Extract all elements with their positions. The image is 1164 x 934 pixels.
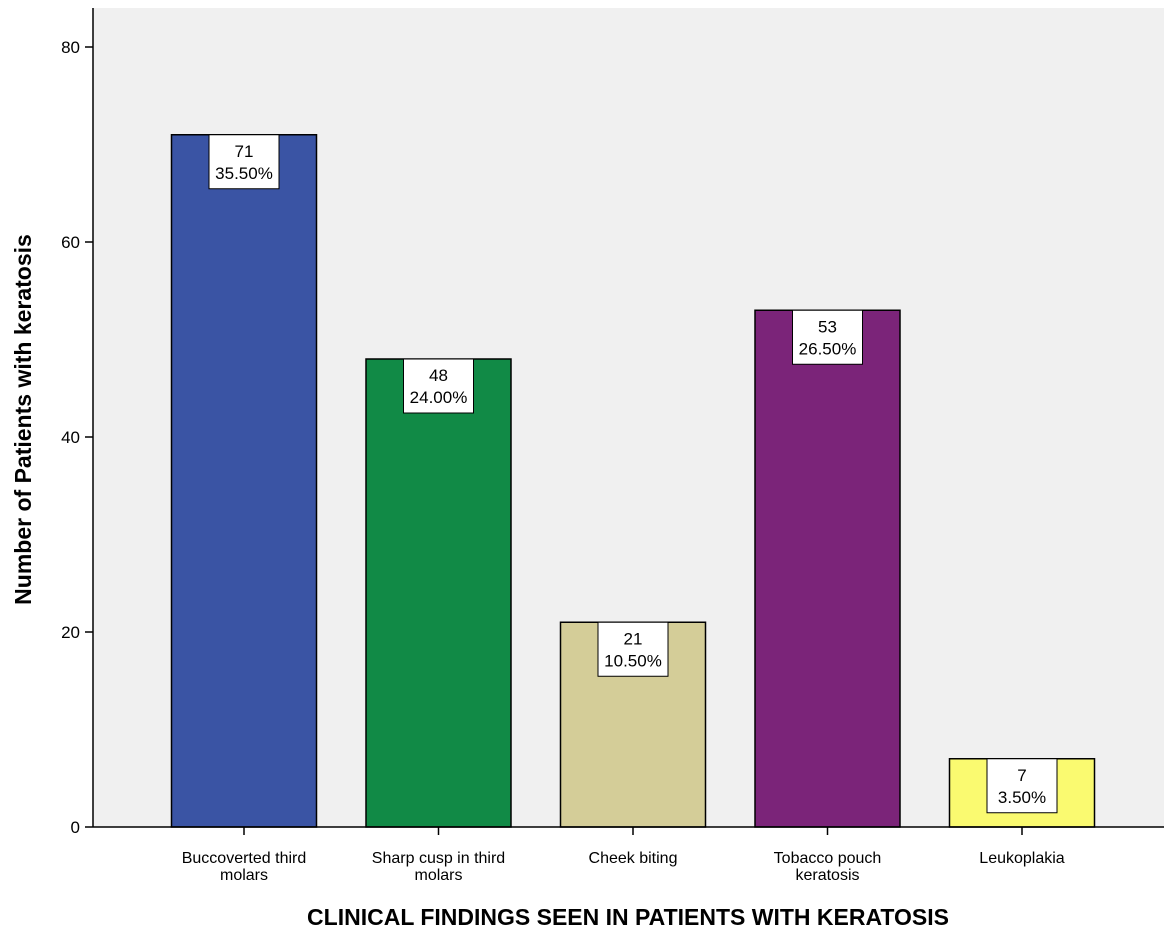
data-label-count: 21 [624, 629, 643, 648]
data-label-count: 48 [429, 366, 448, 385]
x-tick-label: Sharp cusp in third [372, 850, 505, 867]
data-label-percent: 26.50% [799, 339, 857, 358]
data-label-percent: 24.00% [410, 388, 468, 407]
y-tick-label: 40 [61, 428, 80, 447]
x-tick-label: molars [220, 867, 268, 884]
bar [365, 358, 512, 828]
data-label-percent: 3.50% [998, 788, 1046, 807]
bar [754, 309, 901, 828]
y-tick-label: 0 [71, 818, 80, 837]
data-label-box [986, 758, 1058, 814]
x-axis-title: CLINICAL FINDINGS SEEN IN PATIENTS WITH … [307, 904, 949, 930]
x-tick-label: keratosis [795, 867, 859, 884]
data-label-box [792, 309, 863, 365]
x-tick-label: Tobacco pouch [774, 850, 882, 867]
data-label-count: 71 [235, 142, 254, 161]
bar [170, 134, 318, 828]
data-label-percent: 35.50% [215, 164, 273, 183]
y-tick-label: 80 [61, 38, 80, 57]
y-ticks-group: 0 20 40 60 80 [61, 38, 93, 837]
x-tick-label: Leukoplakia [979, 850, 1065, 867]
bars-group: 71 35.50% 48 24.00% 21 10.50% 53 26.50% 7 3.50% [170, 134, 1096, 828]
x-tick-label: molars [414, 867, 462, 884]
data-label-count: 53 [818, 317, 837, 336]
y-tick-label: 60 [61, 233, 80, 252]
x-tick-label: Cheek biting [589, 850, 678, 867]
data-label-box [208, 134, 280, 190]
y-axis-title: Number of Patients with keratosis [10, 234, 36, 605]
data-label-percent: 10.50% [604, 651, 662, 670]
data-label-count: 7 [1017, 766, 1026, 785]
y-tick-label: 20 [61, 623, 80, 642]
x-tick-label: Buccoverted third [182, 850, 307, 867]
data-label-box [403, 358, 474, 414]
data-label-box [597, 621, 669, 677]
